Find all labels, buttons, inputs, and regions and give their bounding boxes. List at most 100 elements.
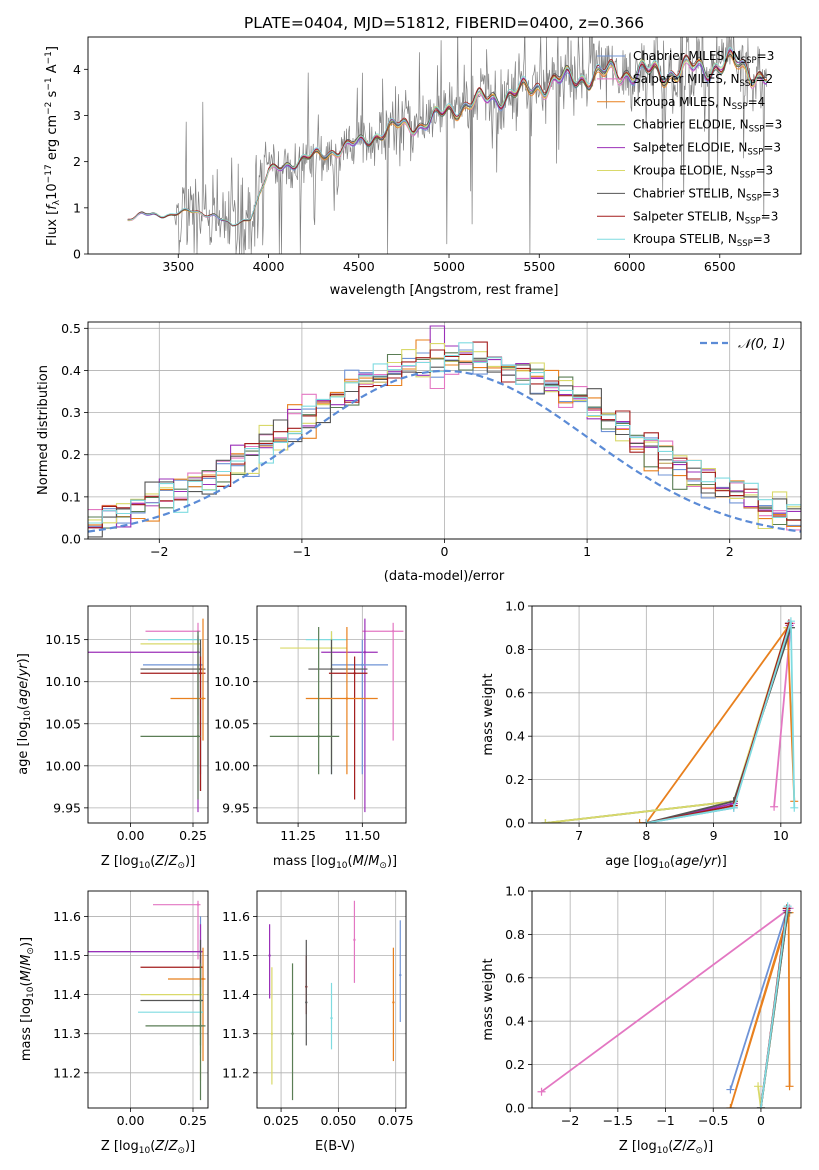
model-spectrum-line: [127, 46, 767, 226]
y-axis-label-part: M: [19, 970, 34, 981]
data-point: [391, 630, 395, 633]
x-axis-label-part: 10: [139, 861, 151, 871]
y-tick-label: 0.4: [505, 1014, 525, 1029]
x-axis-label-part: Z: [154, 1139, 165, 1154]
x-axis-label-part: 10: [139, 1146, 151, 1156]
y-axis-label-part: /: [19, 965, 34, 970]
y-axis-label: Flux [fλ10−17 erg cm−2 s−1 A−1]: [44, 46, 62, 246]
y-axis-label-part: yr: [16, 662, 31, 678]
data-point: [330, 1016, 333, 1020]
y-axis-label-part: age: [16, 681, 31, 705]
y-tick-label: 11.5: [53, 948, 81, 963]
legend-entry: 𝒩(0, 1): [738, 337, 785, 352]
y-tick-label: 9.95: [222, 800, 250, 815]
y-axis-label-part: )]: [19, 937, 34, 947]
weight-series-line: [646, 620, 796, 823]
x-tick-label: −1: [656, 1113, 674, 1128]
x-axis-label-part: Z: [168, 854, 179, 869]
x-axis-label-part: (: [670, 854, 675, 869]
weight-series-line: [760, 906, 789, 1108]
legend-entry: Kroupa STELIB, NSSP=3: [633, 232, 771, 249]
x-axis-label-part: )]: [185, 854, 195, 869]
legend-entry: Kroupa ELODIE, NSSP=3: [633, 164, 773, 181]
x-axis-label: (data-model)/error: [384, 569, 505, 584]
y-tick-label: 0.4: [505, 729, 525, 744]
x-tick-label: 0: [441, 544, 449, 559]
y-tick-label: 0.1: [61, 489, 81, 504]
data-point: [199, 1024, 202, 1028]
model-spectrum-line: [127, 50, 767, 227]
y-tick-label: 1.0: [505, 599, 525, 614]
y-tick-label: 3: [73, 108, 81, 123]
x-axis-label-part: (: [150, 1139, 155, 1154]
y-tick-label: 11.4: [53, 987, 81, 1002]
data-point: [345, 697, 349, 700]
x-tick-label: 0.00: [117, 828, 145, 843]
x-axis-label: Z [log10(Z/Z⊙)]: [101, 1139, 195, 1156]
weight-marker: [541, 819, 550, 823]
legend-entry: Salpeter ELODIE, NSSP=3: [633, 141, 781, 158]
legend-count: =3: [757, 49, 775, 63]
axes-frame: [87, 890, 209, 1109]
x-axis-label-part: )]: [387, 854, 397, 869]
x-axis-label-part: ⊙: [177, 1146, 185, 1156]
legend-sub: SSP: [749, 125, 765, 135]
data-point: [196, 735, 200, 738]
legend-count: =3: [765, 118, 783, 132]
y-axis-label-part: ]: [45, 46, 60, 51]
weight-marker: [726, 1104, 735, 1108]
x-tick-label: −0.5: [698, 1113, 728, 1128]
y-tick-label: 11.5: [222, 948, 250, 963]
normal-distribution-curve: [88, 369, 801, 533]
weight-marker: [729, 803, 738, 812]
axes-frame: [531, 890, 802, 1109]
x-tick-label: 0.25: [179, 1113, 207, 1128]
legend-sub: SSP: [747, 148, 763, 158]
y-tick-label: 10.10: [214, 674, 250, 689]
x-axis-label-part: 10: [658, 861, 670, 871]
y-tick-label: 11.6: [222, 909, 250, 924]
y-axis-label-part: s: [45, 90, 60, 101]
residual-histogram-step: [88, 341, 801, 529]
y-tick-label: 0.5: [61, 321, 81, 336]
data-point: [361, 663, 364, 667]
x-axis-label-part: Z [log: [619, 1139, 657, 1154]
weight-marker: [642, 819, 651, 823]
y-axis-label-part: M: [19, 955, 34, 966]
x-axis-label-part: (: [150, 854, 155, 869]
legend-text: Chabrier ELODIE, N: [633, 118, 749, 132]
y-tick-label: 11.2: [222, 1065, 250, 1080]
weight-marker: [790, 803, 799, 812]
x-axis-label-part: )]: [703, 1139, 713, 1154]
x-axis-label-part: mass [log: [273, 854, 336, 869]
x-tick-label: 0.25: [179, 828, 207, 843]
y-axis-label-part: /: [16, 676, 31, 681]
weight-vs-Z-plot-area: [537, 902, 794, 1108]
x-axis-label-part: Z [log: [101, 1139, 139, 1154]
y-axis-label-part: (: [19, 981, 34, 986]
y-axis-label-part: −1: [44, 51, 54, 64]
weight-marker: [537, 1087, 546, 1096]
y-axis-label-part: λ: [52, 199, 62, 205]
legend-text: Kroupa ELODIE, N: [633, 164, 740, 178]
weight-vs-Z-axes: −2 −1.5 −1 −0.5 0 0.0 0.2 0.4 0.6 0.8 1.0 mass weig…: [481, 884, 802, 1156]
y-tick-label: 11.4: [222, 987, 250, 1002]
y-tick-label: 2: [73, 154, 81, 169]
weight-marker: [754, 1082, 763, 1091]
y-tick-label: 0.0: [61, 532, 81, 547]
data-point: [291, 1032, 294, 1035]
x-axis-label: E(B-V): [315, 1139, 355, 1154]
x-axis-label-part: yr: [703, 854, 719, 869]
y-tick-label: 10.05: [45, 716, 81, 731]
x-tick-label: 11.25: [280, 828, 316, 843]
residuals-axes: −2 −1 0 1 2 0.0 0.1 0.2 0.3 0.4 0.5 𝒩(0, 1) (data-mo…: [36, 321, 802, 584]
x-tick-label: −1: [293, 544, 311, 559]
weight-series-line: [639, 625, 796, 823]
legend-count: =2: [755, 72, 773, 86]
axes-frame: [256, 605, 407, 824]
x-axis-label-part: age [log: [605, 854, 658, 869]
x-axis-label-part: Z [log: [101, 854, 139, 869]
data-point: [201, 697, 205, 700]
weight-marker: [785, 1082, 794, 1091]
